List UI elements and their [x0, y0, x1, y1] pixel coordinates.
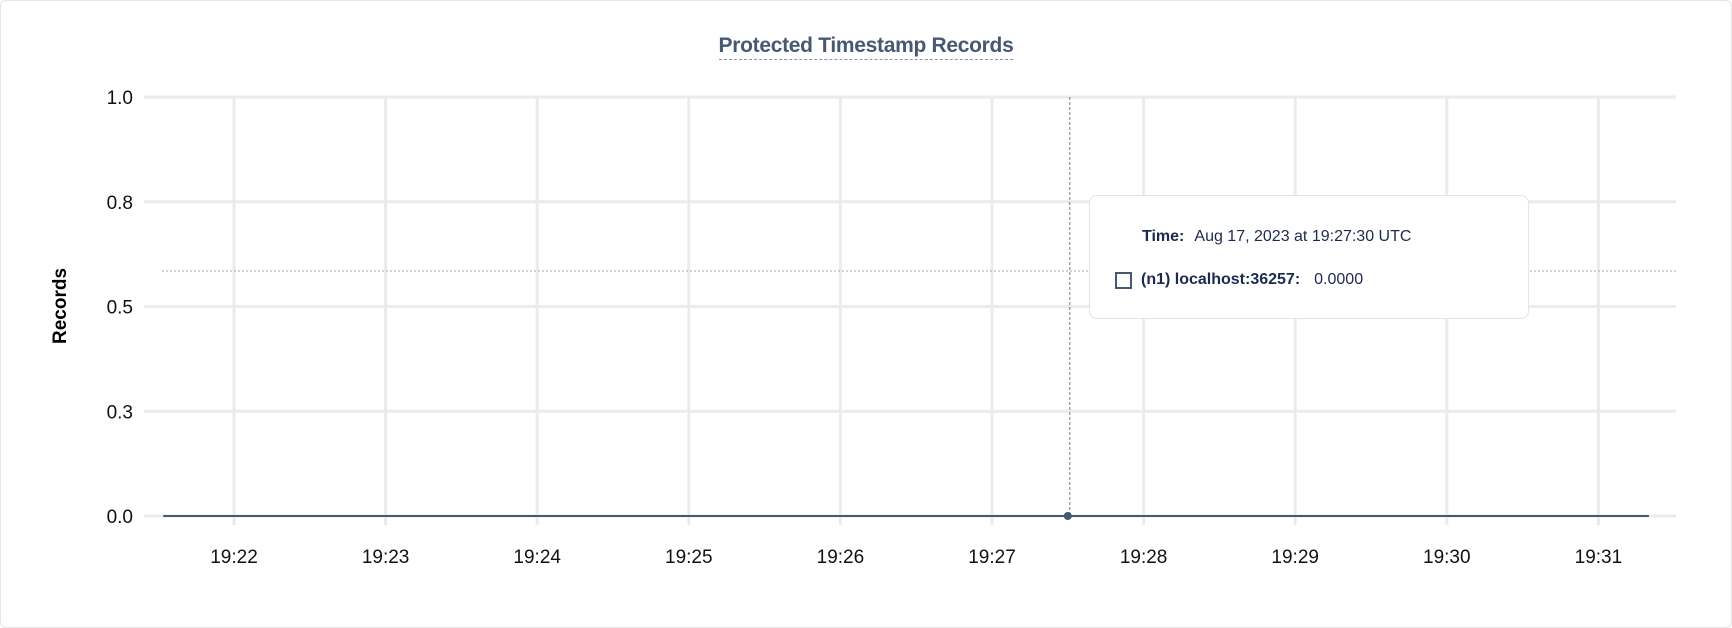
x-tick-label: 19:30: [1423, 547, 1471, 568]
hover-point: [1063, 512, 1072, 520]
y-tick-label: 1.0: [107, 88, 133, 109]
y-tick-label: 0.0: [107, 507, 133, 528]
series-swatch-icon: [1115, 271, 1132, 289]
x-tick-label: 19:28: [1120, 547, 1168, 568]
tooltip-time-label: Time:: [1142, 228, 1185, 245]
x-tick-label: 19:27: [968, 547, 1016, 568]
x-tick-label: 19:26: [817, 547, 865, 568]
tooltip-series-row: (n1) localhost:36257: 0.0000: [1115, 271, 1363, 289]
tooltip-time-value: Aug 17, 2023 at 19:27:30 UTC: [1194, 228, 1412, 245]
x-tick-label: 19:23: [362, 547, 410, 568]
x-tick-label: 19:29: [1271, 547, 1319, 568]
chart-title[interactable]: Protected Timestamp Records: [0, 34, 1732, 60]
x-tick-label: 19:24: [513, 547, 561, 568]
y-tick-label: 0.3: [107, 402, 133, 423]
tooltip-series-value: 0.0000: [1314, 271, 1364, 288]
tooltip-time: Time: Aug 17, 2023 at 19:27:30 UTC: [1142, 228, 1411, 246]
y-tick-label: 0.8: [107, 193, 133, 214]
x-tick-label: 19:25: [665, 547, 713, 568]
chart-title-text[interactable]: Protected Timestamp Records: [718, 34, 1014, 60]
tooltip-series-label: (n1) localhost:36257:: [1141, 271, 1301, 288]
x-tick-label: 19:22: [210, 547, 258, 568]
y-tick-label: 0.5: [107, 298, 133, 319]
chart-tooltip: Time: Aug 17, 2023 at 19:27:30 UTC (n1) l…: [1089, 195, 1529, 319]
x-tick-label: 19:31: [1575, 547, 1623, 568]
